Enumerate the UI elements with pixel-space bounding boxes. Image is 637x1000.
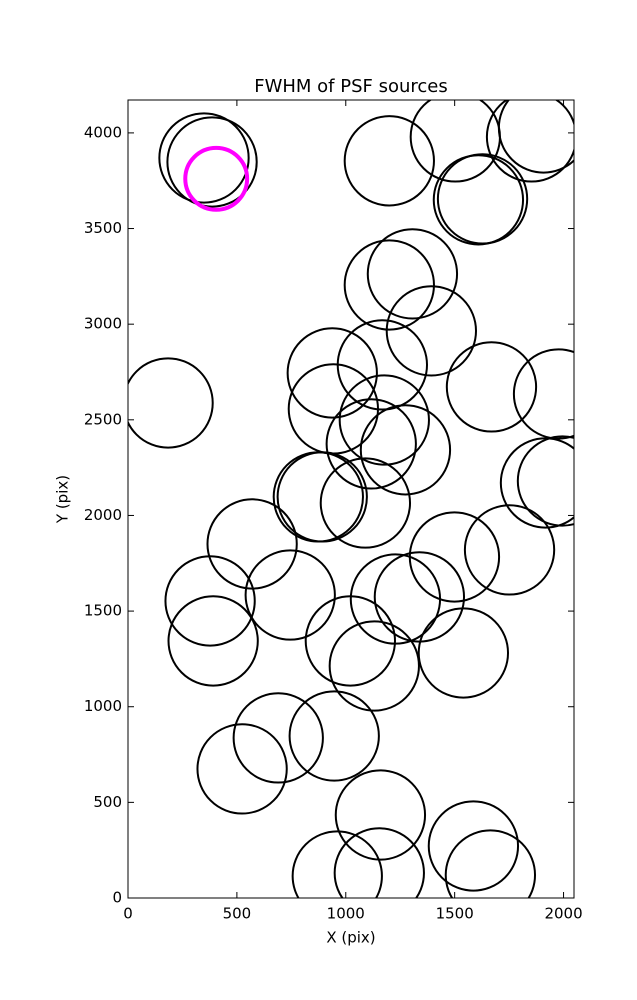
psf-circle [333, 827, 425, 898]
psf-circle [196, 723, 288, 815]
psf-circle [334, 769, 427, 861]
psf-circle [276, 451, 368, 543]
y-tick-label: 3000 [84, 315, 122, 333]
x-tick-label: 0 [123, 905, 133, 923]
psf-circle [304, 595, 396, 687]
psf-circle [427, 800, 520, 892]
psf-circle [385, 285, 478, 377]
psf-circle [325, 398, 417, 490]
psf-circle [291, 830, 383, 898]
psf-circle [164, 555, 256, 647]
psf-circle [328, 620, 420, 712]
psf-circle [158, 112, 250, 204]
y-axis-label: Y (pix) [54, 475, 72, 524]
psf-circle [343, 239, 435, 331]
plot-area [128, 100, 574, 898]
psf-circle [343, 115, 435, 207]
psf-circle [445, 341, 538, 433]
y-tick-label: 500 [93, 793, 122, 811]
psf-circle [417, 607, 510, 699]
psf-circle [183, 145, 250, 212]
axes-frame [127, 99, 575, 899]
psf-circle [359, 404, 452, 496]
psf-circle [463, 504, 556, 596]
psf-circle [338, 374, 430, 466]
x-tick-label: 2000 [544, 905, 582, 923]
y-tick-label: 0 [112, 889, 122, 907]
psf-circle [436, 153, 529, 245]
psf-circle [232, 692, 324, 784]
x-tick-label: 1500 [436, 905, 474, 923]
psf-circle [167, 595, 259, 687]
psf-circle [244, 549, 336, 641]
y-tick-label: 3500 [84, 219, 122, 237]
chart-title: FWHM of PSF sources [254, 76, 448, 97]
psf-circle [366, 228, 459, 320]
psf-circle [286, 327, 378, 419]
psf-circle [485, 100, 574, 183]
psf-circle [499, 437, 574, 529]
y-tick-label: 1500 [84, 602, 122, 620]
x-tick-label: 500 [223, 905, 252, 923]
psf-circle [444, 829, 537, 898]
x-axis-label: X (pix) [326, 929, 375, 947]
y-tick-label: 4000 [84, 123, 122, 141]
psf-circle [516, 435, 574, 527]
psf-circle [319, 457, 412, 549]
psf-circle [288, 690, 380, 782]
x-tick-label: 1000 [327, 905, 365, 923]
y-tick-label: 2500 [84, 410, 122, 428]
psf-circle [166, 116, 258, 208]
y-tick-label: 1000 [84, 697, 122, 715]
y-tick-label: 2000 [84, 506, 122, 524]
psf-circle [512, 348, 574, 440]
psf-circle [497, 100, 574, 174]
psf-circle [128, 357, 214, 449]
